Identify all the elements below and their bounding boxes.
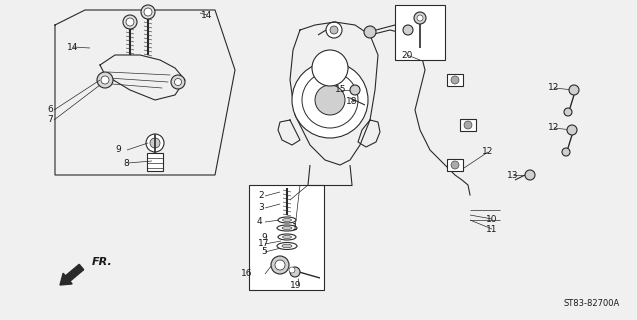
Text: 17: 17: [258, 239, 269, 249]
Ellipse shape: [282, 236, 292, 238]
Text: ST83-82700A: ST83-82700A: [564, 299, 620, 308]
Ellipse shape: [278, 234, 296, 240]
Text: 13: 13: [507, 171, 519, 180]
Circle shape: [101, 76, 109, 84]
Circle shape: [414, 12, 426, 24]
Bar: [249, 185, 324, 290]
Text: 12: 12: [548, 84, 560, 92]
Ellipse shape: [282, 244, 292, 248]
Text: 16: 16: [241, 269, 253, 278]
Circle shape: [315, 85, 345, 115]
Circle shape: [275, 260, 285, 270]
Bar: [460, 119, 476, 131]
Ellipse shape: [277, 225, 297, 231]
Circle shape: [464, 121, 472, 129]
Circle shape: [525, 170, 535, 180]
Circle shape: [141, 5, 155, 19]
Circle shape: [364, 26, 376, 38]
Circle shape: [150, 138, 160, 148]
Ellipse shape: [277, 243, 297, 250]
Text: 4: 4: [256, 218, 262, 227]
Text: 2: 2: [258, 190, 264, 199]
Text: 11: 11: [486, 225, 497, 234]
Text: 9: 9: [115, 146, 121, 155]
Text: 6: 6: [47, 106, 53, 115]
Circle shape: [350, 85, 360, 95]
Circle shape: [567, 125, 577, 135]
Circle shape: [569, 85, 579, 95]
Circle shape: [302, 72, 358, 128]
Circle shape: [330, 26, 338, 34]
Circle shape: [146, 134, 164, 152]
Ellipse shape: [278, 217, 296, 223]
Bar: [395, 5, 445, 60]
Circle shape: [175, 78, 182, 85]
Text: 5: 5: [261, 247, 267, 257]
Circle shape: [326, 22, 342, 38]
Text: 9: 9: [261, 234, 267, 243]
Circle shape: [564, 108, 572, 116]
Circle shape: [562, 148, 570, 156]
Text: 12: 12: [482, 148, 494, 156]
FancyArrow shape: [60, 264, 83, 285]
Text: 7: 7: [47, 116, 53, 124]
Circle shape: [97, 72, 113, 88]
Text: 14: 14: [201, 11, 213, 20]
Text: FR.: FR.: [92, 257, 112, 267]
Ellipse shape: [282, 219, 292, 221]
Text: 8: 8: [123, 158, 129, 167]
Text: 3: 3: [258, 204, 264, 212]
Bar: [447, 74, 463, 86]
Text: 18: 18: [347, 98, 358, 107]
Bar: [147, 153, 163, 171]
Circle shape: [126, 18, 134, 26]
Text: 15: 15: [335, 85, 347, 94]
Circle shape: [403, 25, 413, 35]
Text: 10: 10: [486, 214, 497, 223]
Ellipse shape: [282, 227, 292, 229]
Bar: [447, 159, 463, 171]
Circle shape: [290, 267, 300, 277]
Circle shape: [292, 62, 368, 138]
Circle shape: [289, 267, 295, 273]
Text: 14: 14: [68, 43, 79, 52]
Circle shape: [451, 161, 459, 169]
Text: 20: 20: [401, 51, 413, 60]
Text: 1: 1: [292, 223, 298, 233]
Circle shape: [312, 50, 348, 86]
Circle shape: [144, 8, 152, 16]
Text: 19: 19: [290, 281, 302, 290]
Circle shape: [171, 75, 185, 89]
Text: 12: 12: [548, 124, 560, 132]
Circle shape: [271, 256, 289, 274]
Circle shape: [417, 15, 423, 21]
Circle shape: [451, 76, 459, 84]
Circle shape: [123, 15, 137, 29]
